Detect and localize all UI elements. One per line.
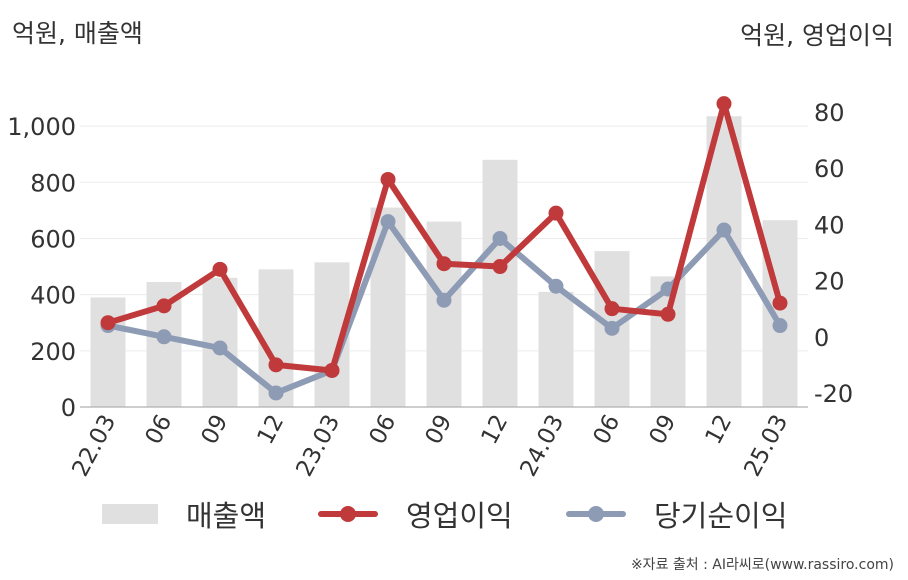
x-tick-label-4: 23.03 [291,411,345,481]
x-tick-label-5: 06 [365,411,402,449]
x-tick-label-10: 09 [645,411,682,449]
point-operating-profit-1 [156,298,172,314]
legend-swatch-net-income [566,504,626,524]
bar-revenue-6 [426,221,462,407]
bar-revenue-12 [762,220,798,407]
bar-revenue-0 [90,297,126,407]
point-net-income-9 [604,320,620,336]
right-tick-label-2: 20 [814,268,845,296]
point-net-income-2 [212,340,228,356]
point-net-income-1 [156,329,172,345]
left-tick-label-1: 200 [30,338,76,366]
bar-revenue-11 [706,116,742,407]
bar-revenue-8 [538,291,574,407]
x-tick-label-12: 25.03 [739,411,793,481]
point-operating-profit-5 [380,171,396,187]
x-tick-label-11: 12 [701,411,738,449]
point-operating-profit-10 [660,306,676,322]
point-operating-profit-7 [492,259,508,275]
point-net-income-3 [268,385,284,401]
right-tick-label-1: 0 [814,324,829,352]
legend-label-operating-profit: 영업이익 [406,499,513,533]
point-operating-profit-0 [100,315,116,331]
point-operating-profit-11 [716,96,732,112]
source-note: ※자료 출처 : AI라씨로(www.rassiro.com) [630,557,894,573]
legend-item-net-income: 당기순이익 [566,492,787,536]
bar-revenue-7 [482,159,518,407]
legend: 매출액 영업이익 당기순이익 [0,492,908,536]
x-tick-label-3: 12 [253,411,290,449]
legend-item-revenue: 매출액 [102,492,266,536]
left-tick-label-0: 0 [61,394,76,422]
x-tick-label-1: 06 [141,411,178,449]
point-net-income-7 [492,230,508,246]
left-tick-label-4: 800 [30,169,76,197]
legend-swatch-revenue [102,504,158,524]
x-tick-label-9: 06 [589,411,626,449]
point-operating-profit-6 [436,256,452,272]
point-net-income-8 [548,278,564,294]
legend-label-revenue: 매출액 [186,499,267,533]
right-tick-label-3: 40 [814,211,845,239]
legend-swatch-operating-profit [318,504,378,524]
point-operating-profit-12 [772,295,788,311]
point-operating-profit-9 [604,301,620,317]
right-tick-label-5: 80 [814,99,845,127]
right-tick-label-4: 60 [814,155,845,183]
x-tick-label-8: 24.03 [515,411,569,481]
left-tick-label-2: 400 [30,282,76,310]
point-operating-profit-2 [212,261,228,277]
x-tick-label-7: 12 [477,411,514,449]
point-net-income-6 [436,292,452,308]
x-tick-label-6: 09 [421,411,458,449]
left-axis-unit-label: 억원, 매출액 [12,19,143,48]
left-tick-label-5: 1,000 [7,113,76,141]
right-tick-label-0: -20 [814,380,853,408]
x-tick-label-2: 09 [197,411,234,449]
point-operating-profit-8 [548,205,564,221]
left-tick-label-3: 600 [30,225,76,253]
legend-label-net-income: 당기순이익 [654,499,788,533]
point-operating-profit-3 [268,357,284,373]
point-net-income-11 [716,222,732,238]
right-axis-unit-label: 억원, 영업이익 [740,21,894,50]
point-net-income-5 [380,214,396,230]
point-net-income-12 [772,318,788,334]
legend-item-operating-profit: 영업이익 [318,492,513,536]
point-operating-profit-4 [324,362,340,378]
